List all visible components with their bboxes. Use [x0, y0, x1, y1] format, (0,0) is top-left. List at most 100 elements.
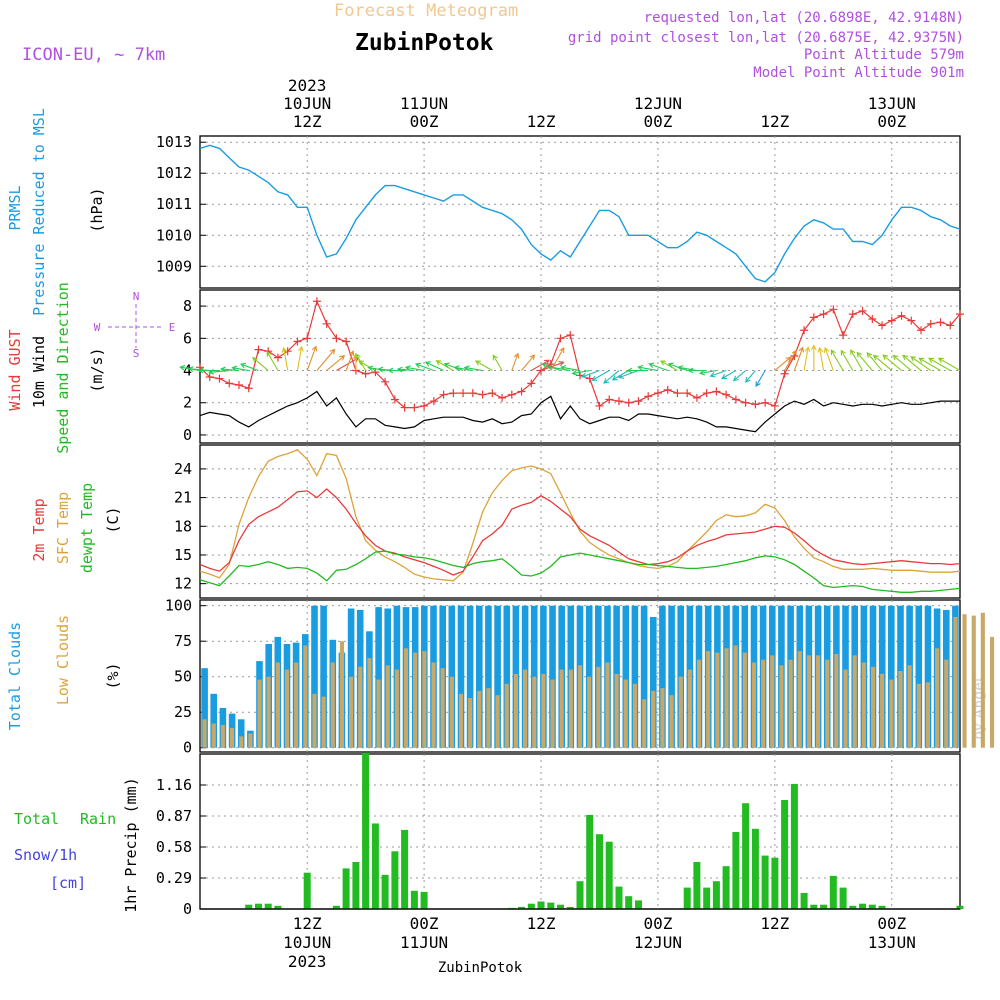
wind-ytick-label: 2 — [183, 394, 192, 412]
low-cloud-bar — [504, 683, 509, 748]
precip-bar — [859, 903, 867, 909]
low-cloud-bar — [449, 676, 454, 748]
low-cloud-bar — [724, 648, 729, 748]
pressure-line — [199, 144, 961, 283]
precip-bar — [868, 904, 876, 909]
wind-arrow — [677, 365, 698, 372]
low-cloud-bar — [944, 659, 949, 748]
gust-point — [244, 384, 253, 393]
low-cloud-bar — [486, 688, 491, 748]
clouds-ytick-label: 25 — [174, 703, 192, 721]
wind-arrow — [882, 354, 902, 371]
precip-bar — [255, 903, 262, 909]
low-cloud-bar — [980, 612, 985, 748]
low-cloud-bar — [788, 659, 793, 748]
gust-point — [234, 381, 243, 390]
low-cloud-bar — [706, 651, 711, 748]
precip-bar — [625, 896, 633, 909]
gust-point — [527, 379, 536, 388]
gust-point — [273, 353, 282, 362]
gust-point — [917, 326, 926, 335]
precip-ytick-label: 0 — [183, 900, 192, 918]
pressure-label-b: Pressure Reduced to MSL — [30, 108, 48, 316]
precip-bar — [264, 903, 272, 909]
gust-point — [449, 389, 458, 398]
wind-arrow — [659, 360, 678, 372]
gust-point — [595, 401, 604, 410]
low-cloud-bar — [458, 693, 463, 748]
precip-bar — [371, 823, 379, 909]
footer-location: ZubinPotok — [438, 960, 523, 976]
model-altitude: Model Point Altitude 901m — [753, 65, 964, 81]
bottom-axis-hour: 00Z — [877, 914, 906, 933]
low-cloud-bar — [797, 651, 802, 748]
gust-point — [926, 319, 935, 328]
precip-bar — [576, 881, 584, 909]
gust-point — [829, 305, 838, 314]
bottom-axis-date: 13JUN — [868, 933, 916, 952]
low-cloud-bar — [971, 615, 976, 748]
wind-arrow — [591, 370, 610, 381]
gust-line — [199, 299, 961, 409]
low-cloud-bar — [669, 695, 674, 748]
total-cloud-bar — [640, 605, 648, 748]
total-cloud-bar — [494, 605, 501, 748]
gust-point — [332, 334, 341, 343]
gust-point — [722, 390, 731, 399]
pressure-frame — [199, 135, 961, 289]
top-axis-date: 11JUN — [400, 94, 448, 113]
top-title: Forecast Meteogram — [334, 1, 518, 21]
precip-bar — [245, 904, 253, 909]
precip-bar — [342, 868, 350, 909]
low-cloud-bar — [532, 676, 537, 748]
wind-arrow — [856, 351, 873, 371]
top-axis-hour: 12Z — [293, 112, 322, 131]
temp-label-a: 2m Temp — [30, 498, 48, 561]
precip-bar — [410, 890, 418, 909]
gust-point — [731, 395, 740, 404]
low-cloud-bar — [871, 666, 876, 748]
wind-arrow — [603, 370, 620, 384]
gust-point — [507, 390, 516, 399]
sfc-temp-line — [199, 449, 961, 582]
gust-point — [868, 314, 877, 323]
total-cloud-bar — [631, 605, 639, 748]
precip-bar — [596, 834, 603, 909]
low-cloud-bar — [678, 676, 683, 748]
wind-arrow — [721, 370, 737, 380]
wind-arrow — [281, 346, 289, 371]
precip-bar — [800, 893, 808, 909]
total-cloud-bar — [622, 605, 630, 748]
wind-arrow — [709, 370, 727, 378]
low-cloud-bar — [687, 669, 692, 748]
low-cloud-bar — [431, 662, 436, 748]
total-cloud-bar — [375, 607, 382, 748]
gust-point — [400, 403, 409, 412]
wind-arrow — [866, 352, 883, 371]
precip-bar — [810, 904, 818, 909]
low-cloud-bar — [477, 690, 482, 748]
wind-arrow — [823, 346, 834, 371]
low-cloud-bar — [660, 688, 665, 748]
gust-point — [692, 393, 701, 402]
gust-point — [361, 369, 370, 378]
wind-arrow — [830, 349, 844, 371]
total-cloud-bar — [466, 605, 474, 748]
low-cloud-bar — [605, 662, 610, 748]
gust-point — [897, 311, 906, 320]
t2m-line — [199, 488, 961, 576]
precip-bar — [781, 800, 789, 909]
gust-point — [956, 310, 964, 319]
gust-point — [517, 387, 526, 396]
precip-ytick-label: 0.58 — [156, 838, 192, 856]
pressure-label-a: PRMSL — [6, 185, 24, 230]
gust-point — [809, 313, 818, 322]
total-cloud-bar — [237, 719, 245, 748]
wind-arrow — [937, 357, 961, 372]
gust-point — [848, 310, 857, 319]
precip-bar — [401, 829, 409, 909]
gust-point — [342, 337, 351, 346]
low-cloud-bar — [880, 673, 885, 748]
low-cloud-bar — [202, 719, 207, 748]
